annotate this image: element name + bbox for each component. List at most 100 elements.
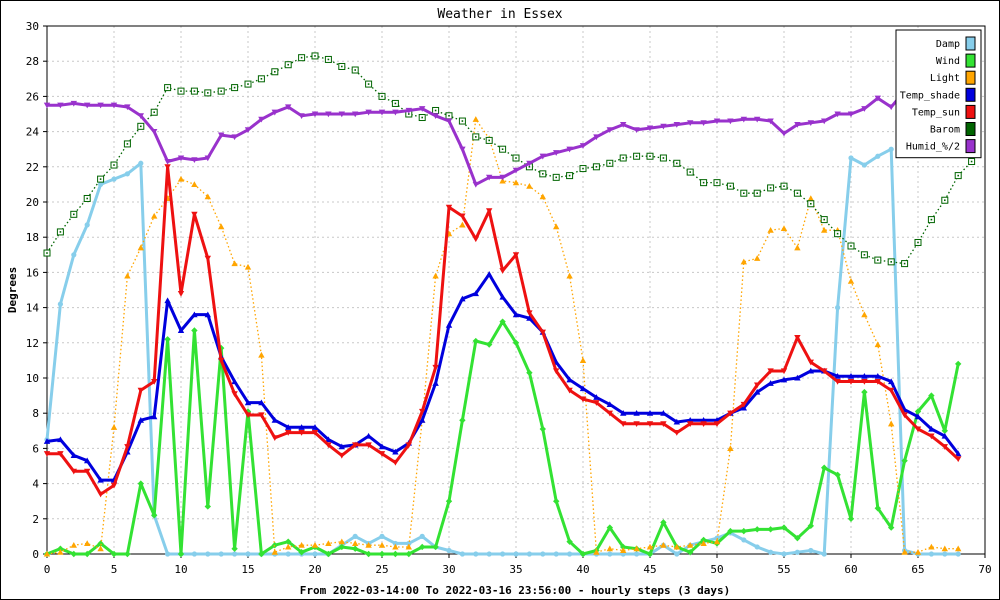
series-damp <box>44 146 961 557</box>
data-point-light <box>713 538 721 545</box>
data-point-humid-2 <box>660 123 667 130</box>
data-point-light <box>955 545 962 552</box>
data-point-damp <box>352 533 358 540</box>
data-point-humid-2 <box>807 120 814 126</box>
data-point-damp <box>98 181 104 187</box>
axes: 0 5 10 15 20 25 30 35 40 45 50 55 60 65 70024681012141… <box>26 20 992 576</box>
legend-swatch-temp-shade <box>965 87 976 102</box>
data-point-barom-center <box>970 160 973 163</box>
data-point-temp-sun <box>941 444 948 450</box>
data-point-light <box>767 226 774 233</box>
data-point-light <box>365 542 372 548</box>
data-point-temp-sun <box>124 444 131 450</box>
data-point-barom-center <box>475 136 477 138</box>
data-point-barom-center <box>555 176 557 179</box>
data-point-barom-center <box>689 171 691 173</box>
data-point-humid-2 <box>84 102 91 109</box>
data-point-wind <box>901 457 908 464</box>
data-point-wind <box>137 480 144 487</box>
data-point-barom-center <box>341 65 343 68</box>
data-point-light <box>151 212 158 219</box>
data-point-humid-2 <box>325 111 332 118</box>
x-tick-label: 50 <box>710 563 723 576</box>
data-point-barom-center <box>595 166 598 168</box>
y-tick-label: 10 <box>26 372 39 385</box>
y-tick-label: 8 <box>32 407 39 420</box>
data-point-temp-sun <box>325 442 332 449</box>
x-tick-label: 65 <box>911 563 924 576</box>
data-point-barom-center <box>676 162 678 165</box>
data-point-temp-sun <box>405 442 412 449</box>
data-point-humid-2 <box>298 113 305 119</box>
data-point-light <box>271 549 278 555</box>
data-point-barom-center <box>810 202 812 205</box>
data-point-temp-shade <box>204 311 211 318</box>
data-point-light <box>432 272 439 279</box>
data-point-wind <box>767 526 774 533</box>
data-point-light <box>888 420 895 427</box>
data-point-humid-2 <box>311 111 319 118</box>
data-point-damp <box>540 551 546 557</box>
data-point-humid-2 <box>231 134 238 141</box>
data-point-wind <box>526 369 533 376</box>
data-point-temp-shade <box>325 436 332 443</box>
data-point-temp-shade <box>231 378 238 385</box>
data-point-wind <box>941 427 948 434</box>
data-point-barom-center <box>59 231 62 233</box>
data-point-temp-shade <box>834 373 841 379</box>
data-point-wind <box>888 524 895 531</box>
data-point-wind <box>579 550 587 558</box>
data-point-temp-shade <box>606 401 613 407</box>
data-point-light <box>606 545 613 552</box>
legend-swatch-barom <box>965 122 976 136</box>
y-tick-label: 2 <box>32 513 39 526</box>
data-point-temp-sun <box>218 357 225 364</box>
series-wind <box>43 318 962 558</box>
data-point-wind <box>285 538 292 545</box>
data-point-humid-2 <box>861 106 868 112</box>
data-point-temp-sun <box>352 442 359 449</box>
data-point-barom-center <box>381 95 383 98</box>
x-tick-label: 35 <box>509 563 522 576</box>
data-point-barom-center <box>247 83 249 85</box>
data-point-light <box>874 341 881 348</box>
data-point-temp-sun <box>660 421 667 427</box>
data-point-damp <box>124 171 130 177</box>
data-point-humid-2 <box>754 116 761 123</box>
legend-label-wind: Wind <box>936 56 960 67</box>
data-point-humid-2 <box>713 118 721 125</box>
data-point-temp-sun <box>794 334 801 341</box>
data-point-humid-2 <box>204 155 211 162</box>
data-point-damp <box>57 301 64 307</box>
legend-label-humid-2: Humid_%/2 <box>906 142 960 153</box>
data-point-barom-center <box>850 245 852 247</box>
data-point-barom-center <box>649 155 651 158</box>
data-point-temp-sun <box>620 421 627 427</box>
data-point-wind <box>472 337 479 345</box>
data-point-light <box>700 540 707 546</box>
data-point-humid-2 <box>780 130 788 137</box>
data-point-light <box>794 244 801 251</box>
data-point-wind <box>780 524 788 531</box>
data-point-damp <box>232 551 238 557</box>
data-point-barom-center <box>434 109 437 112</box>
data-point-barom-center <box>354 69 356 71</box>
data-point-humid-2 <box>593 134 600 141</box>
data-point-temp-shade <box>70 452 77 458</box>
data-point-barom-center <box>166 86 169 89</box>
data-point-damp <box>312 551 318 557</box>
data-point-damp <box>567 551 573 557</box>
data-point-temp-sun <box>271 435 278 442</box>
x-tick-label: 25 <box>375 563 388 576</box>
data-point-damp <box>419 533 425 540</box>
data-point-light <box>539 193 546 200</box>
data-point-barom-center <box>582 167 584 170</box>
data-point-temp-shade <box>780 376 788 383</box>
data-point-light <box>244 263 252 270</box>
data-point-temp-sun <box>928 433 935 440</box>
data-point-wind <box>164 336 171 343</box>
data-point-barom-center <box>207 92 209 94</box>
data-point-humid-2 <box>177 155 185 162</box>
data-point-wind <box>378 550 386 558</box>
data-point-wind <box>298 549 305 556</box>
